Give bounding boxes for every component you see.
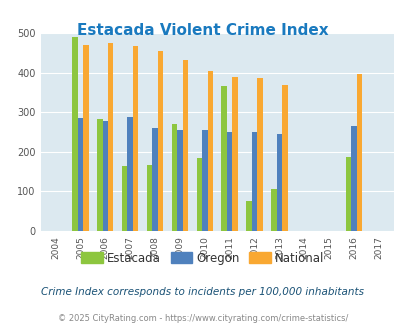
- Bar: [152, 128, 158, 231]
- Bar: [281, 85, 287, 231]
- Bar: [158, 51, 163, 231]
- Bar: [356, 74, 361, 231]
- Bar: [221, 86, 226, 231]
- Bar: [202, 130, 207, 231]
- Bar: [97, 118, 102, 231]
- Bar: [132, 46, 138, 231]
- Bar: [226, 132, 232, 231]
- Bar: [232, 77, 237, 231]
- Bar: [251, 132, 257, 231]
- Bar: [246, 201, 251, 231]
- Text: © 2025 CityRating.com - https://www.cityrating.com/crime-statistics/: © 2025 CityRating.com - https://www.city…: [58, 314, 347, 323]
- Bar: [72, 37, 77, 231]
- Text: Crime Index corresponds to incidents per 100,000 inhabitants: Crime Index corresponds to incidents per…: [41, 287, 364, 297]
- Bar: [102, 120, 108, 231]
- Bar: [147, 165, 152, 231]
- Bar: [127, 117, 132, 231]
- Legend: Estacada, Oregon, National: Estacada, Oregon, National: [77, 247, 328, 269]
- Bar: [83, 45, 88, 231]
- Text: Estacada Violent Crime Index: Estacada Violent Crime Index: [77, 23, 328, 38]
- Bar: [122, 166, 127, 231]
- Bar: [345, 157, 350, 231]
- Bar: [196, 158, 202, 231]
- Bar: [182, 60, 188, 231]
- Bar: [177, 130, 182, 231]
- Bar: [207, 71, 213, 231]
- Bar: [108, 43, 113, 231]
- Bar: [77, 118, 83, 231]
- Bar: [276, 134, 281, 231]
- Bar: [350, 126, 356, 231]
- Bar: [271, 189, 276, 231]
- Bar: [257, 78, 262, 231]
- Bar: [171, 124, 177, 231]
